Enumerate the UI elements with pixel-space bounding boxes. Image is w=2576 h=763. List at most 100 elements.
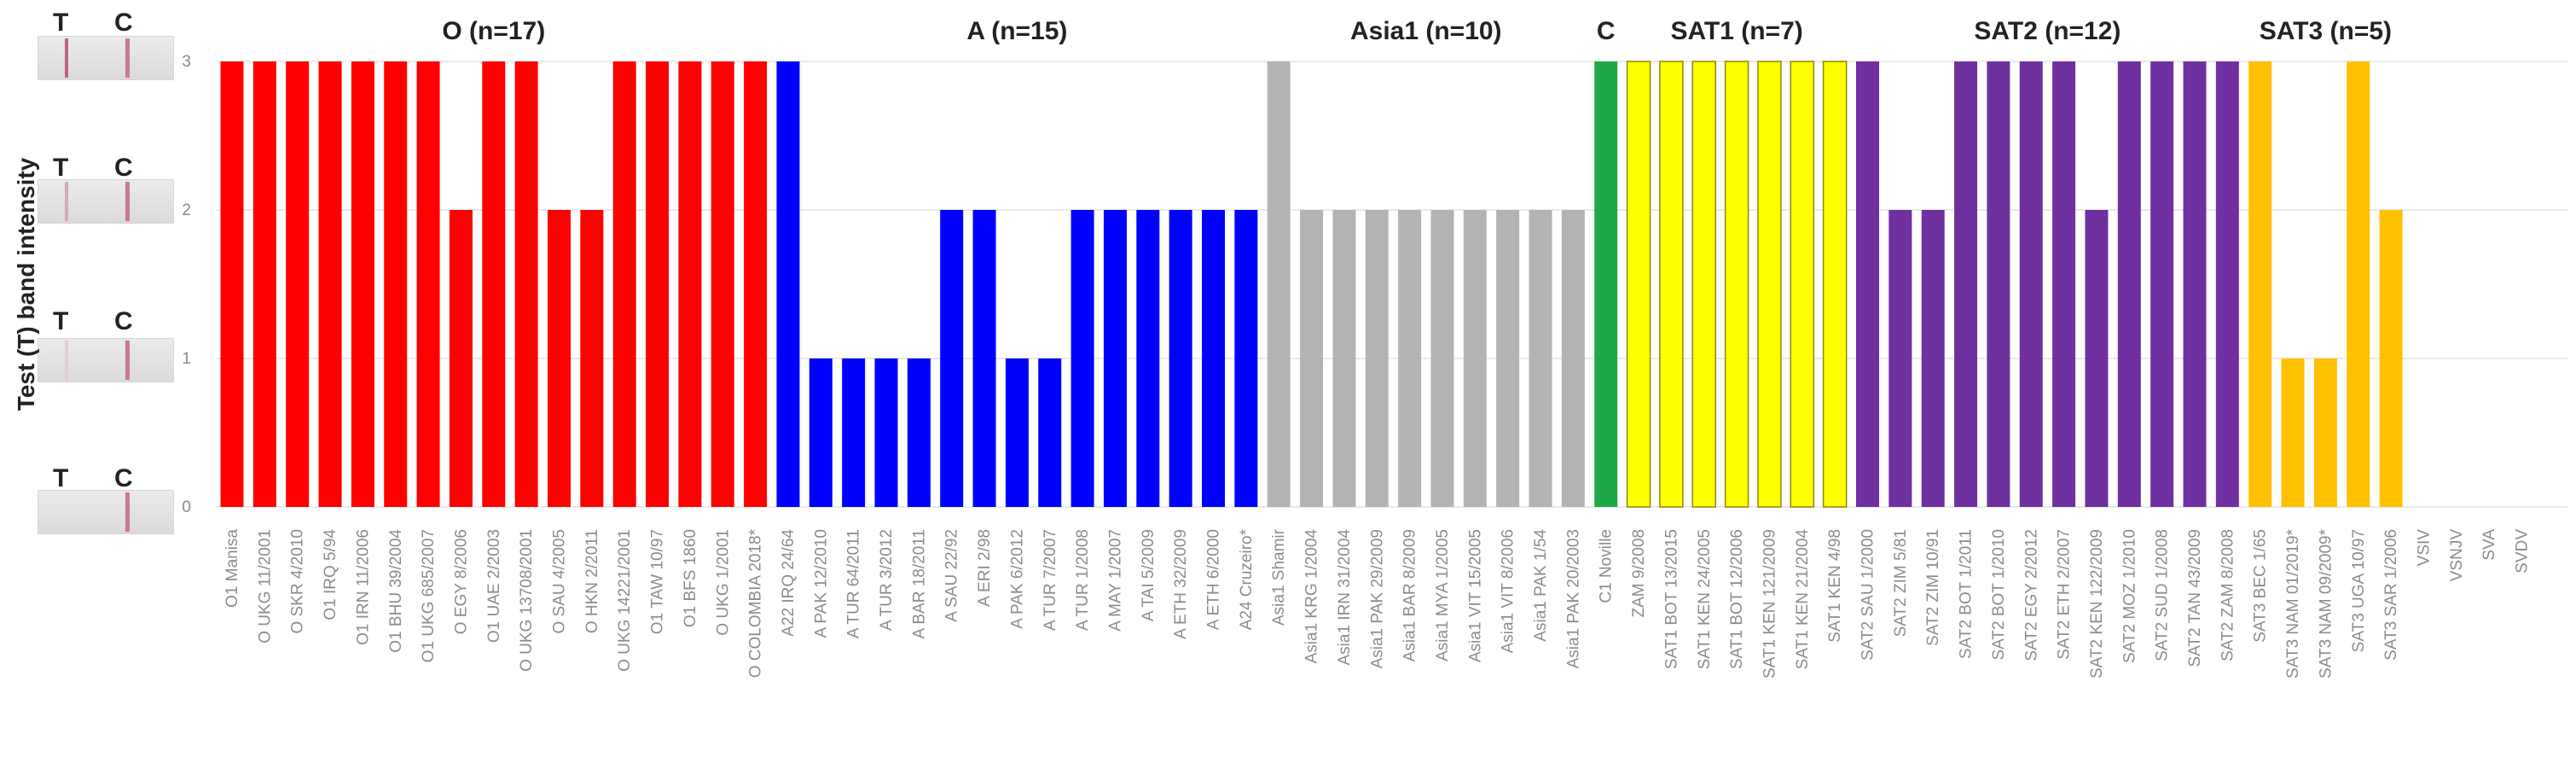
x-tick-label: Asia1 PAK 1/54 xyxy=(1532,529,1550,642)
x-tick-label: A BAR 18/2011 xyxy=(910,529,928,639)
x-tick-label: SAT2 MOZ 1/2010 xyxy=(2121,529,2138,663)
bar xyxy=(1594,61,1618,507)
bar xyxy=(1529,210,1552,507)
x-tick-label: SAT3 NAM 01/2019* xyxy=(2284,528,2302,679)
bar xyxy=(286,61,310,507)
bar xyxy=(1790,61,1815,508)
x-tick-label: Asia1 VIT 8/2006 xyxy=(1500,529,1517,653)
x-tick-label: A ERI 2/98 xyxy=(976,529,994,607)
x-tick-label: A24 Cruzeiro* xyxy=(1238,528,1256,630)
y-axis-title: Test (T) band intensity xyxy=(13,157,39,411)
x-tick-label: A TUR 1/2008 xyxy=(1074,529,1092,631)
group-title: C xyxy=(1597,17,1616,45)
bar xyxy=(1626,61,1651,508)
x-tick-label: SVA xyxy=(2480,529,2498,561)
x-tick-label: SAT2 BOT 1/2010 xyxy=(1990,529,2008,661)
bar xyxy=(580,210,604,507)
x-tick-label: O1 IRN 11/2006 xyxy=(354,529,372,645)
strip-letter-c: C xyxy=(114,9,133,37)
bar xyxy=(1757,61,1782,508)
x-tick-label: O SAU 4/2005 xyxy=(551,529,569,634)
bar xyxy=(1921,210,1945,507)
x-tick-label: SAT2 SAU 1/2000 xyxy=(1859,529,1877,661)
x-tick-label: O COLOMBIA 2018* xyxy=(747,528,765,678)
x-tick-label: A TUR 3/2012 xyxy=(878,529,896,631)
x-tick-label: SAT2 ETH 2/2007 xyxy=(2056,529,2074,660)
x-tick-label: VSNJV xyxy=(2448,529,2466,582)
x-tick-label: A PAK 6/2012 xyxy=(1008,529,1026,629)
x-tick-label: A SAU 22/92 xyxy=(943,529,961,622)
x-tick-label: O UKG 14221/2001 xyxy=(616,529,634,672)
x-tick-label: O1 BHU 39/2004 xyxy=(387,529,405,653)
x-tick-label: Asia1 KRG 1/2004 xyxy=(1303,529,1321,664)
bar xyxy=(1561,210,1585,507)
x-tick-label: A TUR 7/2007 xyxy=(1041,529,1059,631)
bar xyxy=(2019,61,2043,507)
x-tick-label: SAT3 NAM 09/2009* xyxy=(2317,528,2335,679)
x-tick-label: C1 Noville xyxy=(1598,529,1616,603)
bar xyxy=(1070,210,1094,507)
y-tick-label: 1 xyxy=(182,350,191,368)
x-tick-label: O1 TAW 10/97 xyxy=(649,529,667,634)
y-tick-label: 0 xyxy=(182,498,191,516)
bar xyxy=(2052,61,2076,507)
y-tick-label: 3 xyxy=(182,53,191,71)
bar xyxy=(1267,61,1291,507)
group-title: Asia1 (n=10) xyxy=(1350,17,1502,45)
strip-letter-t: T xyxy=(53,9,69,37)
bar xyxy=(351,61,374,507)
x-tick-label: A ETH 6/2000 xyxy=(1205,529,1223,630)
bar xyxy=(1300,210,1324,507)
bar xyxy=(2150,61,2174,507)
x-tick-label: O UKG 1/2001 xyxy=(714,529,732,636)
bar xyxy=(2379,210,2403,507)
bar xyxy=(1103,210,1127,507)
x-tick-label: SAT2 ZIM 10/91 xyxy=(1924,529,1942,646)
x-tick-label: O1 IRQ 5/94 xyxy=(322,529,339,620)
x-tick-label: SAT3 SAR 1/2006 xyxy=(2382,529,2400,661)
x-tick-label: SAT2 EGY 2/2012 xyxy=(2022,529,2040,661)
strip-letter-t: T xyxy=(53,154,69,182)
bar xyxy=(1332,210,1356,507)
bar xyxy=(416,61,440,507)
x-tick-label: SAT2 SUD 1/2008 xyxy=(2154,529,2172,661)
bar xyxy=(1234,210,1258,507)
x-tick-label: SAT2 ZIM 5/81 xyxy=(1892,529,1910,637)
bar xyxy=(2281,358,2305,507)
bar xyxy=(2248,61,2272,507)
bar xyxy=(1365,210,1389,507)
bar xyxy=(1005,358,1029,507)
bar xyxy=(711,61,734,507)
bar xyxy=(2117,61,2141,507)
bar xyxy=(1724,61,1749,508)
bar xyxy=(646,61,670,507)
bar xyxy=(1691,61,1716,508)
group-title: SAT1 (n=7) xyxy=(1670,17,1802,45)
x-tick-label: SAT2 KEN 122/2009 xyxy=(2088,529,2106,679)
bar xyxy=(1038,358,1062,507)
bar xyxy=(1987,61,2010,507)
x-tick-label: Asia1 Shamir xyxy=(1270,528,1288,626)
bar xyxy=(1954,61,1978,507)
x-tick-label: O HKN 2/2011 xyxy=(583,529,601,633)
bar xyxy=(1398,210,1422,507)
x-tick-label: O1 UAE 2/2003 xyxy=(485,529,503,643)
bar xyxy=(2085,210,2109,507)
strip-letter-c: C xyxy=(114,307,133,335)
x-tick-label: Asia1 PAK 29/2009 xyxy=(1368,529,1386,668)
bar xyxy=(1822,61,1848,508)
x-tick-label: Asia1 BAR 8/2009 xyxy=(1401,529,1419,661)
x-tick-label: A22 IRQ 24/64 xyxy=(780,529,798,637)
strip-intensity-3 xyxy=(38,36,174,80)
x-tick-label: SAT2 TAN 43/2009 xyxy=(2186,529,2204,667)
x-tick-label: SAT1 BOT 12/2006 xyxy=(1728,529,1746,669)
x-tick-label: SAT1 KEN 21/2004 xyxy=(1794,529,1812,670)
bar xyxy=(2347,61,2370,507)
bar xyxy=(678,61,702,507)
x-tick-label: O UKG 11/2001 xyxy=(256,529,274,644)
bar xyxy=(1202,210,1225,507)
x-tick-label: A MAY 1/2007 xyxy=(1106,529,1124,632)
bar xyxy=(548,210,571,507)
x-tick-label: ZAM 9/2008 xyxy=(1630,529,1648,618)
bar xyxy=(1430,210,1454,507)
